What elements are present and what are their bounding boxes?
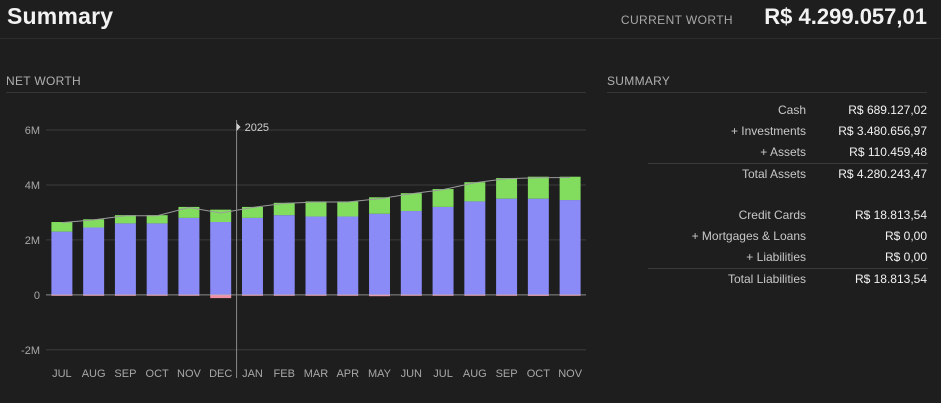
bar-segment: [146, 223, 168, 295]
summary-label: Cash: [777, 103, 806, 117]
bar-segment: [559, 200, 581, 295]
bar-segment: [210, 294, 232, 299]
bar-segment: [432, 189, 454, 207]
x-tick-label: NOV: [558, 368, 583, 380]
bar-segment: [369, 213, 391, 295]
summary-value: R$ 4.280.243,47: [838, 167, 927, 181]
bar-segment: [114, 215, 136, 224]
x-tick-label: AUG: [82, 368, 106, 380]
summary-label: Credit Cards: [738, 208, 806, 222]
x-tick-label: SEP: [114, 368, 136, 380]
bar-segment: [305, 201, 327, 217]
bar-segment: [337, 216, 359, 295]
page-title: Summary: [7, 3, 114, 29]
bar-segment: [51, 231, 73, 295]
x-tick-label: AUG: [463, 368, 487, 380]
bar-segment: [559, 176, 581, 201]
summary-row-liabilities: + Liabilities R$ 0,00: [648, 247, 928, 268]
summary-label: + Investments: [730, 124, 806, 138]
summary-row-investments: + Investments R$ 3.480.656,97: [648, 121, 928, 142]
x-tick-label: OCT: [527, 368, 551, 380]
summary-value: R$ 3.480.656,97: [838, 124, 927, 138]
x-tick-label: JUL: [433, 368, 453, 380]
x-tick-label: APR: [336, 368, 359, 380]
summary-value: R$ 18.813,54: [854, 208, 927, 222]
bar-segment: [400, 193, 422, 212]
y-tick-label: 6M: [25, 125, 40, 137]
bar-segment: [210, 222, 232, 295]
net-worth-header: NET WORTH: [6, 74, 586, 93]
summary-value: R$ 0,00: [884, 250, 927, 264]
x-tick-label: MAR: [304, 368, 329, 380]
x-tick-label: JAN: [242, 368, 263, 380]
summary-value: R$ 110.459,48: [849, 145, 927, 159]
summary-row-credit-cards: Credit Cards R$ 18.813,54: [648, 205, 928, 226]
current-worth-label: CURRENT WORTH: [620, 13, 733, 27]
summary-value: R$ 689.127,02: [848, 103, 927, 117]
year-marker-arrow: [236, 123, 241, 131]
summary-label: + Mortgages & Loans: [691, 229, 806, 243]
bar-segment: [241, 206, 263, 218]
x-tick-label: JUL: [52, 368, 72, 380]
y-tick-label: 2M: [25, 235, 40, 247]
bar-segment: [83, 219, 105, 228]
summary-header: SUMMARY: [607, 74, 927, 93]
y-tick-label: 0: [34, 290, 40, 302]
summary-value: R$ 0,00: [884, 229, 927, 243]
summary-label: + Liabilities: [746, 250, 806, 264]
bar-segment: [496, 178, 518, 199]
bar-segment: [51, 222, 73, 232]
bar-segment: [273, 215, 295, 295]
bar-segment: [496, 198, 518, 295]
bar-segment: [241, 217, 263, 295]
bar-segment: [305, 216, 327, 295]
summary-row-mortgages-loans: + Mortgages & Loans R$ 0,00: [648, 226, 928, 247]
liabilities-table: Credit Cards R$ 18.813,54 + Mortgages & …: [648, 205, 928, 290]
year-label: 2025: [245, 122, 269, 134]
summary-label: Total Assets: [741, 167, 806, 181]
bar-segment: [464, 182, 486, 202]
y-tick-label: 4M: [25, 180, 40, 192]
bar-segment: [210, 209, 232, 223]
summary-label: Total Liabilities: [727, 272, 806, 286]
bar-segment: [178, 217, 200, 295]
x-tick-label: JUN: [401, 368, 422, 380]
summary-value: R$ 18.813,54: [854, 272, 927, 286]
bar-segment: [337, 201, 359, 217]
current-worth-value: R$ 4.299.057,01: [764, 4, 927, 29]
x-tick-label: OCT: [146, 368, 170, 380]
x-tick-label: SEP: [496, 368, 518, 380]
bar-segment: [432, 206, 454, 295]
bar-segment: [527, 198, 549, 295]
bar-segment: [400, 211, 422, 295]
bar-segment: [83, 227, 105, 295]
summary-row-total-liabilities: Total Liabilities R$ 18.813,54: [648, 268, 928, 290]
bar-segment: [146, 215, 168, 224]
assets-table: Cash R$ 689.127,02 + Investments R$ 3.48…: [648, 100, 928, 185]
summary-row-assets: + Assets R$ 110.459,48: [648, 142, 928, 163]
bar-segment: [464, 201, 486, 295]
bar-segment: [178, 206, 200, 218]
summary-row-total-assets: Total Assets R$ 4.280.243,47: [648, 163, 928, 185]
bar-segment: [369, 197, 391, 214]
bar-segment: [369, 294, 391, 297]
x-tick-label: DEC: [209, 368, 232, 380]
summary-row-cash: Cash R$ 689.127,02: [648, 100, 928, 121]
summary-label: + Assets: [760, 145, 806, 159]
bar-segment: [273, 202, 295, 216]
y-tick-label: -2M: [21, 345, 40, 357]
net-worth-line: [61, 177, 571, 224]
bar-segment: [114, 223, 136, 295]
header-divider: [0, 38, 941, 39]
x-tick-label: NOV: [177, 368, 202, 380]
bar-segment: [527, 294, 549, 296]
bar-segment: [527, 176, 549, 199]
x-tick-label: MAY: [368, 368, 392, 380]
x-tick-label: FEB: [274, 368, 295, 380]
net-worth-chart[interactable]: 6M 4M 2M 0 -2M 2025 JUL AUG SEP OCT NOV DEC JAN FEB MA…: [0, 110, 600, 385]
